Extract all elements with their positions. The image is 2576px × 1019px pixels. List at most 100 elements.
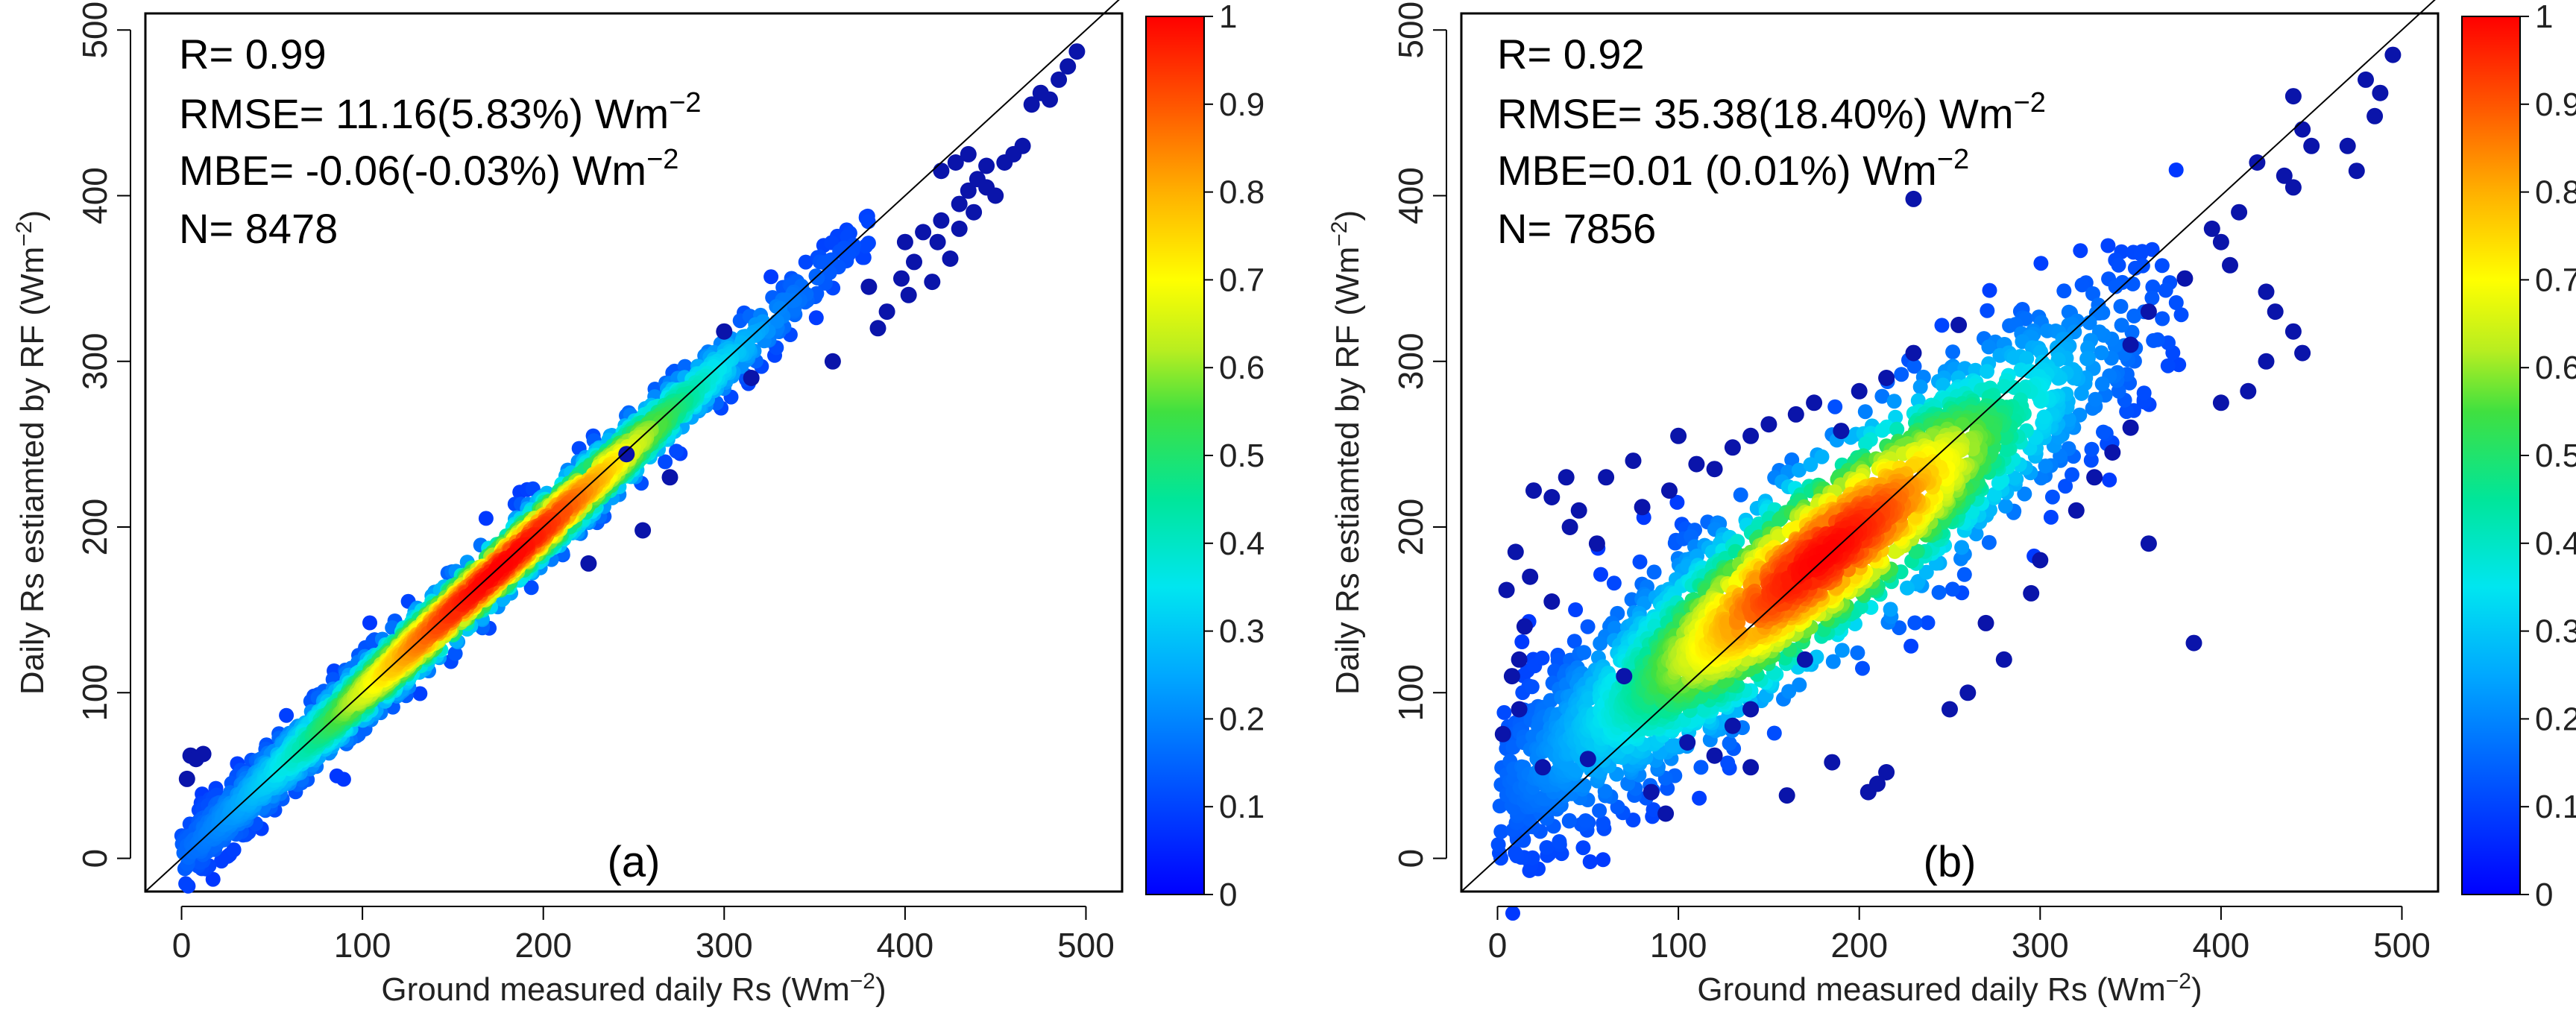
y-tick-label: 0 — [75, 849, 114, 868]
data-point — [808, 310, 824, 326]
data-point — [1944, 581, 1960, 597]
colorbar-tick-label: 0 — [1219, 877, 1237, 913]
data-point — [763, 269, 779, 285]
outlier-point — [743, 370, 760, 386]
stat-mbe: MBE= -0.06(-0.03%) Wm−2 — [179, 144, 678, 194]
outlier-point — [933, 212, 950, 229]
colorbar-tick-label: 0.3 — [1219, 613, 1265, 650]
data-point — [1934, 318, 1950, 333]
colorbar-tick-label: 1 — [1219, 0, 1237, 35]
outlier-point — [195, 745, 212, 763]
data-point — [1980, 364, 1994, 379]
colorbar-gradient — [1145, 16, 1205, 895]
colorbar-tick-label: 0.5 — [1219, 438, 1265, 474]
data-point — [1568, 602, 1584, 617]
stat-n: N= 8478 — [179, 205, 338, 252]
outlier-point — [824, 353, 841, 370]
data-point — [1912, 379, 1928, 394]
data-point — [2043, 509, 2059, 525]
colorbar-tick-label: 0.4 — [1219, 526, 1265, 562]
data-point — [669, 444, 684, 459]
data-point — [214, 854, 229, 869]
data-point — [1886, 394, 1902, 409]
data-point — [226, 842, 242, 857]
outlier-point — [661, 469, 678, 486]
data-point — [2044, 489, 2060, 505]
data-point — [1857, 404, 1873, 420]
data-point — [1490, 837, 1506, 852]
data-point — [2084, 441, 2100, 457]
outlier-point — [915, 224, 932, 241]
data-point — [1580, 619, 1596, 634]
data-point — [1514, 634, 1530, 649]
outlier-point — [1059, 58, 1077, 75]
y-tick-label: 300 — [75, 332, 114, 390]
data-point — [1576, 645, 1592, 660]
data-point — [2079, 351, 2095, 367]
data-point — [2146, 332, 2161, 348]
data-point — [329, 768, 344, 783]
outlier-point — [869, 320, 887, 337]
outlier-point — [1042, 91, 1058, 108]
data-point — [2126, 308, 2142, 324]
data-point — [1981, 534, 1997, 550]
data-point — [1781, 684, 1797, 699]
y-tick-label: 400 — [75, 167, 114, 224]
colorbar: 00.10.20.30.40.50.60.70.80.91 — [1145, 0, 1265, 913]
data-point — [1606, 575, 1622, 591]
stat-rmse: RMSE= 11.16(5.83%) Wm−2 — [179, 87, 702, 137]
data-point — [2094, 345, 2109, 361]
data-point — [1722, 736, 1737, 751]
x-tick-label: 0 — [172, 926, 192, 965]
outlier-point — [1068, 43, 1086, 60]
data-point — [1632, 554, 1648, 570]
outlier-point — [987, 187, 1004, 204]
outlier-point — [966, 204, 983, 221]
colorbar-tick-label: 0.9 — [1219, 86, 1265, 123]
data-point — [798, 254, 813, 270]
data-point — [2100, 238, 2116, 253]
data-point — [2168, 163, 2184, 177]
outlier-point — [906, 253, 922, 271]
data-point — [2158, 283, 2173, 298]
data-point — [1534, 650, 1550, 666]
data-point — [1894, 367, 1909, 382]
data-point — [2033, 256, 2049, 271]
data-point — [2056, 283, 2072, 299]
data-point — [2065, 467, 2079, 482]
data-point — [1552, 834, 1567, 849]
data-point — [810, 270, 825, 285]
data-point — [858, 239, 874, 254]
data-point — [1954, 540, 1970, 555]
data-point — [1693, 760, 1709, 775]
outlier-point — [716, 323, 733, 340]
data-point — [2144, 290, 2160, 306]
data-point — [1593, 636, 1608, 652]
outlier-point — [860, 278, 878, 295]
data-point — [2073, 243, 2088, 259]
y-tick-label: 500 — [75, 1, 114, 59]
y-tick-label: 100 — [75, 664, 114, 722]
x-axis-title: Ground measured daily Rs (Wm−2) — [381, 969, 886, 1008]
outlier-point — [896, 233, 913, 250]
colorbar-tick-label: 0.7 — [1219, 262, 1265, 298]
outlier-point — [878, 303, 895, 321]
panel-label: (a) — [608, 838, 661, 886]
outlier-point — [929, 233, 946, 250]
data-point — [785, 293, 801, 309]
data-point — [1814, 449, 1830, 464]
data-point — [1907, 615, 1923, 631]
data-point — [362, 615, 377, 631]
data-point — [478, 511, 494, 526]
data-point — [658, 454, 673, 470]
stat-r: R= 0.99 — [179, 31, 327, 78]
data-point — [1855, 660, 1870, 676]
data-point — [1834, 643, 1850, 658]
outlier-point — [978, 157, 995, 174]
data-point — [1575, 840, 1591, 856]
data-point — [1578, 813, 1593, 828]
data-point — [1505, 906, 1520, 921]
data-point — [1582, 854, 1598, 869]
